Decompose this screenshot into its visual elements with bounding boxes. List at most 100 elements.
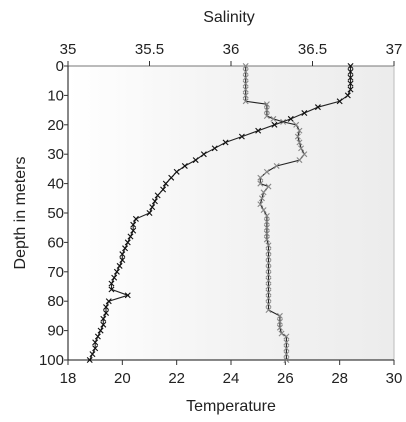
temperature-data-point — [192, 157, 199, 164]
salinity-tick-label: 36.5 — [298, 41, 327, 58]
depth-ticks: 0 10 20 30 40 50 60 70 80 90 100 — [39, 58, 68, 369]
depth-tick-label: 70 — [47, 264, 64, 281]
temperature-data-point — [151, 198, 158, 205]
salinity-data-point — [265, 242, 272, 249]
temperature-data-point — [124, 239, 131, 246]
depth-tick-label: 0 — [56, 58, 64, 75]
salinity-data-point — [242, 80, 249, 87]
salinity-tick-label: 36 — [223, 41, 240, 58]
temperature-data-point — [119, 257, 126, 264]
depth-axis-label: Depth in meters — [12, 157, 29, 270]
salinity-data-point — [265, 295, 272, 302]
temperature-data-point — [238, 133, 245, 140]
temperature-data-point — [173, 168, 180, 175]
temperature-data-point — [211, 145, 218, 152]
temperature-data-point — [86, 357, 93, 363]
salinity-data-point — [270, 115, 277, 122]
salinity-data-point — [265, 183, 272, 190]
temperature-tick-label: 20 — [114, 370, 131, 387]
salinity-data-point — [283, 345, 290, 352]
temperature-data-point — [160, 186, 167, 193]
temperature-data-point — [92, 339, 99, 346]
temperature-axis-label: Temperature — [186, 398, 276, 415]
salinity-data-point — [276, 324, 283, 331]
salinity-data-point — [263, 101, 270, 108]
salinity-data-point — [283, 333, 290, 340]
temperature-data-point — [89, 351, 96, 358]
salinity-data-point — [242, 74, 249, 81]
temperature-data-point — [347, 74, 354, 81]
temperature-data-point — [103, 309, 110, 316]
temperature-tick-label: 24 — [223, 370, 240, 387]
salinity-data-point — [265, 271, 272, 278]
salinity-data-point — [283, 351, 290, 358]
salinity-data-point — [296, 127, 303, 134]
temperature-data-point — [100, 315, 107, 322]
temperature-data-point — [116, 262, 123, 269]
temperature-tick-label: 22 — [168, 370, 185, 387]
salinity-data-point — [263, 168, 270, 175]
temperature-data-point — [124, 292, 131, 299]
temperature-data-point — [111, 274, 118, 281]
salinity-data-point — [263, 224, 270, 231]
temperature-data-point — [347, 68, 354, 75]
temperature-data-point — [108, 280, 115, 287]
salinity-data-point — [276, 312, 283, 319]
salinity-data-point — [263, 236, 270, 243]
temperature-data-point — [122, 245, 129, 252]
temperature-data-point — [181, 162, 188, 169]
depth-tick-label: 80 — [47, 293, 64, 310]
salinity-data-point — [260, 207, 267, 214]
salinity-data-point — [298, 145, 305, 152]
temperature-data-point — [127, 233, 134, 240]
temperature-data-point — [97, 327, 104, 334]
depth-tick-label: 20 — [47, 117, 64, 134]
salinity-data-point — [296, 157, 303, 164]
salinity-data-point — [265, 259, 272, 266]
salinity-data-point — [263, 112, 270, 119]
temperature-data-point — [132, 215, 139, 222]
temperature-data-point — [113, 268, 120, 275]
salinity-data-point — [257, 201, 264, 208]
temperature-data-point — [162, 180, 169, 187]
depth-tick-label: 100 — [39, 352, 64, 369]
temperature-data-point — [146, 210, 153, 216]
temperature-data-point — [100, 321, 107, 328]
temperature-tick-label: 28 — [331, 370, 348, 387]
salinity-data-point — [265, 265, 272, 272]
salinity-tick-label: 37 — [386, 41, 403, 58]
salinity-data-point — [242, 98, 249, 105]
temperature-data-point — [255, 127, 262, 134]
salinity-data-point — [242, 63, 249, 69]
salinity-data-point — [257, 180, 264, 187]
salinity-tick-label: 35 — [60, 41, 77, 58]
temperature-data-point — [130, 221, 137, 228]
temperature-data-point — [287, 115, 294, 122]
salinity-data-point — [242, 92, 249, 99]
temperature-data-point — [105, 298, 112, 305]
depth-tick-label: 10 — [47, 87, 64, 104]
salinity-data-point — [263, 218, 270, 225]
salinity-data-point — [260, 189, 267, 196]
temperature-data-point — [344, 92, 351, 99]
temperature-data-point — [149, 204, 156, 211]
temperature-ticks: 18 20 22 24 26 28 30 — [60, 360, 402, 387]
temperature-data-point — [94, 333, 101, 340]
salinity-data-point — [265, 289, 272, 296]
salinity-data-point — [242, 68, 249, 75]
salinity-profile-line — [245, 66, 306, 360]
depth-tick-label: 60 — [47, 234, 64, 251]
temperature-data-point — [154, 192, 161, 199]
salinity-data-point — [265, 301, 272, 308]
salinity-data-point — [263, 230, 270, 237]
temperature-data-point — [347, 80, 354, 87]
temperature-data-point — [301, 110, 308, 117]
temperature-data-point — [336, 98, 343, 105]
temperature-data-point — [108, 286, 115, 293]
temperature-data-point — [92, 345, 99, 352]
salinity-data-point — [263, 212, 270, 219]
temperature-data-point — [271, 121, 278, 128]
temperature-data-point — [168, 174, 175, 181]
salinity-data-point — [265, 254, 272, 261]
